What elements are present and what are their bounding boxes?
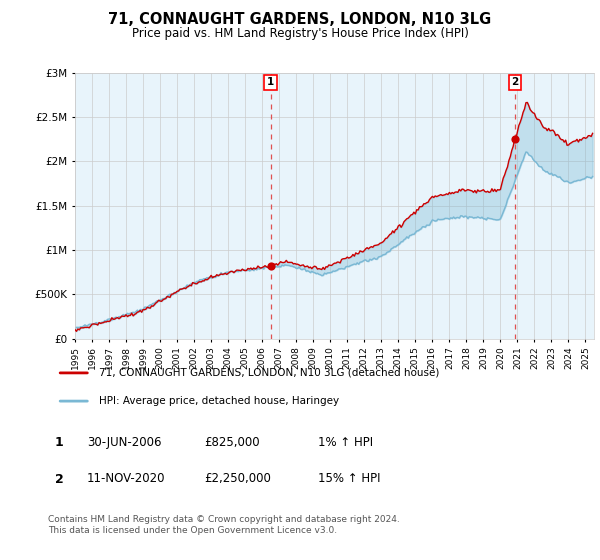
- Text: £2,250,000: £2,250,000: [204, 472, 271, 486]
- Text: 11-NOV-2020: 11-NOV-2020: [87, 472, 166, 486]
- Text: 30-JUN-2006: 30-JUN-2006: [87, 436, 161, 449]
- Text: Price paid vs. HM Land Registry's House Price Index (HPI): Price paid vs. HM Land Registry's House …: [131, 27, 469, 40]
- Text: 71, CONNAUGHT GARDENS, LONDON, N10 3LG: 71, CONNAUGHT GARDENS, LONDON, N10 3LG: [109, 12, 491, 27]
- Text: 1: 1: [55, 436, 64, 450]
- Text: 2: 2: [55, 473, 64, 486]
- Text: Contains HM Land Registry data © Crown copyright and database right 2024.
This d: Contains HM Land Registry data © Crown c…: [48, 515, 400, 535]
- Point: [266, 261, 275, 270]
- Text: £825,000: £825,000: [204, 436, 260, 449]
- Text: 71, CONNAUGHT GARDENS, LONDON, N10 3LG (detached house): 71, CONNAUGHT GARDENS, LONDON, N10 3LG (…: [100, 368, 440, 378]
- Text: 1% ↑ HPI: 1% ↑ HPI: [318, 436, 373, 449]
- Text: 1: 1: [267, 77, 274, 87]
- Text: 2: 2: [512, 77, 519, 87]
- Point: [511, 135, 520, 144]
- Text: HPI: Average price, detached house, Haringey: HPI: Average price, detached house, Hari…: [100, 396, 340, 406]
- Text: 15% ↑ HPI: 15% ↑ HPI: [318, 472, 380, 486]
